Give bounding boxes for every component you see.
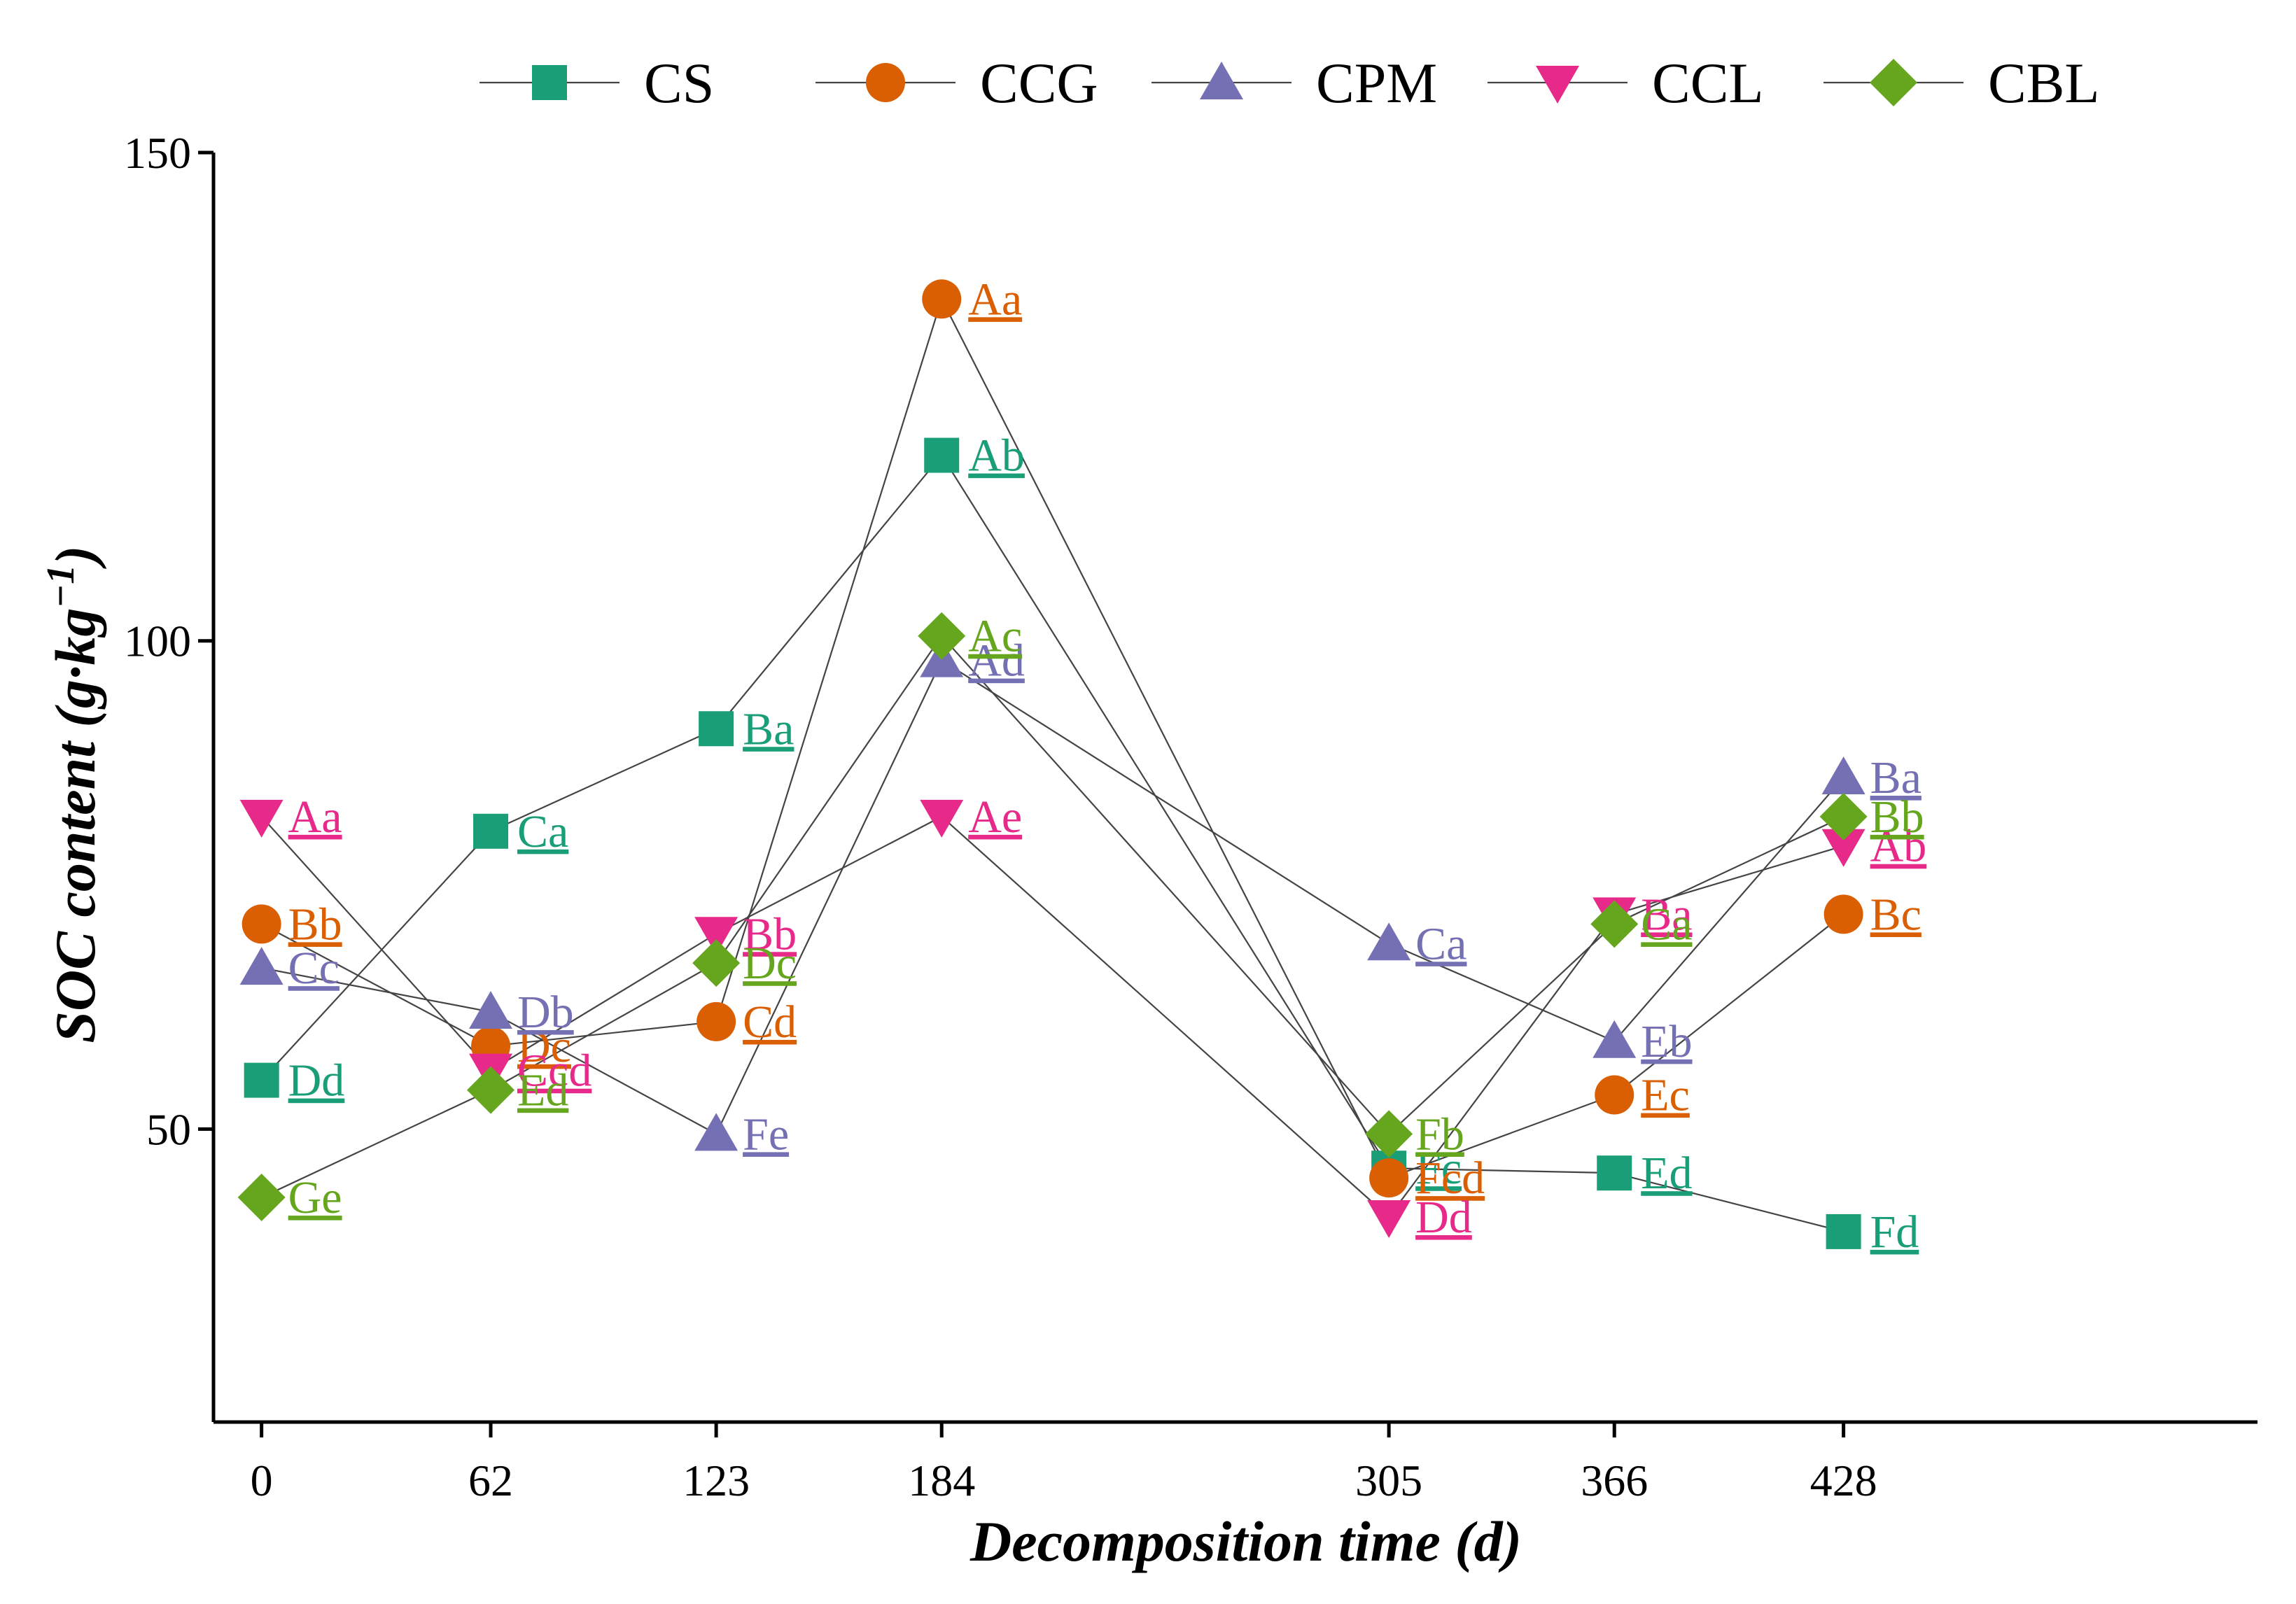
point-label-cpm: Cc	[288, 943, 340, 994]
point-label-cs: Dd	[288, 1055, 345, 1106]
point-label-ccl: Ccd	[517, 1046, 592, 1097]
series-markers	[237, 279, 1868, 1249]
point-label-ccl: Ae	[968, 792, 1022, 843]
point-label-ccg: Dc	[517, 1021, 571, 1072]
point-label-cpm: Db	[517, 987, 574, 1038]
x-tick-label: 0	[251, 1456, 273, 1505]
x-tick-label: 366	[1581, 1456, 1648, 1505]
point-label-cs: Ba	[743, 703, 794, 754]
point-label-cbl: Fb	[1415, 1109, 1464, 1160]
point-label-cs: Ab	[968, 430, 1025, 481]
point-label-cpm: Ca	[1415, 918, 1466, 969]
point-label-ccg: Ec	[1641, 1070, 1690, 1121]
data-point-cpm	[239, 947, 284, 985]
point-label-ccg: Bb	[288, 899, 342, 950]
point-label-ccg: Fcd	[1415, 1153, 1485, 1204]
point-label-ccl: Dd	[1415, 1192, 1472, 1243]
x-axis-title: Decomposition time (d)	[969, 1510, 1522, 1573]
point-label-cpm: Ad	[968, 635, 1025, 687]
point-label-ccl: Ab	[1870, 821, 1927, 872]
point-label-cbl: Ca	[1641, 899, 1692, 950]
data-point-cbl	[237, 1174, 286, 1222]
point-label-cs: Ed	[1641, 1148, 1692, 1199]
y-axis-title-main: SOC content (g·kg	[43, 608, 107, 1043]
data-point-cbl	[1819, 792, 1868, 840]
point-label-cbl: Dc	[743, 938, 797, 989]
point-label-cs: Fd	[1870, 1206, 1919, 1258]
legend-label-ccl: CCL	[1652, 51, 1763, 115]
data-point-cpm	[1821, 757, 1865, 795]
point-label-cpm: Eb	[1641, 1016, 1692, 1067]
data-point-ccl	[1821, 829, 1865, 867]
legend-label-ccg: CCG	[980, 51, 1098, 115]
data-point-ccg	[1369, 1158, 1409, 1198]
data-point-cs	[924, 437, 960, 473]
data-point-ccl	[920, 799, 964, 838]
point-label-cpm: Fe	[743, 1109, 789, 1160]
point-label-cbl: Ge	[288, 1172, 342, 1223]
data-point-cbl	[1590, 900, 1639, 948]
data-point-cbl	[1365, 1110, 1413, 1158]
data-point-cbl	[467, 1066, 515, 1114]
y-axis-title-superscript: −1	[39, 565, 83, 608]
data-point-cs	[1826, 1213, 1861, 1249]
data-point-ccg	[241, 904, 281, 944]
point-label-cbl: Ed	[517, 1065, 568, 1116]
x-tick-label: 123	[682, 1456, 750, 1505]
legend: CS CCG CPM CCL CBL	[479, 51, 2099, 115]
data-point-cbl	[692, 939, 741, 987]
y-tick-label: 100	[124, 617, 191, 666]
legend-label-cpm: CPM	[1316, 51, 1437, 115]
data-point-cs	[244, 1062, 279, 1098]
point-label-ccl: Aa	[288, 792, 342, 843]
data-point-ccg	[922, 279, 962, 319]
legend-marker-ccg	[866, 63, 905, 102]
point-label-cbl: Ac	[968, 611, 1022, 662]
point-label-ccl: Ba	[1641, 889, 1692, 940]
x-tick-label: 428	[1810, 1456, 1877, 1505]
axes: 50 100 150 0 62 123 184 305 366 428	[124, 128, 2258, 1505]
point-label-ccg: Aa	[968, 274, 1022, 325]
data-point-cs	[699, 711, 734, 747]
data-point-cpm	[469, 990, 513, 1029]
data-point-cs	[1597, 1155, 1632, 1191]
point-label-ccg: Bc	[1870, 889, 1921, 940]
point-label-ccl: Bb	[743, 908, 797, 959]
x-tick-label: 184	[908, 1456, 975, 1505]
data-point-ccl	[239, 799, 284, 838]
legend-marker-cpm	[1200, 62, 1243, 99]
data-point-cpm	[1592, 1020, 1637, 1058]
data-point-ccg	[1823, 894, 1863, 934]
legend-marker-cs	[532, 65, 567, 100]
point-label-ccg: Cd	[743, 997, 797, 1048]
y-tick-label: 150	[124, 128, 191, 178]
data-point-cpm	[1367, 922, 1411, 961]
data-point-ccg	[696, 1001, 736, 1041]
data-point-cpm	[694, 1113, 738, 1151]
y-axis-title: SOC content (g·kg−1)	[39, 545, 107, 1043]
data-point-cs	[473, 813, 509, 849]
data-point-cbl	[918, 612, 966, 660]
legend-label-cbl: CBL	[1988, 51, 2099, 115]
y-tick-label: 50	[146, 1104, 191, 1154]
data-point-ccl	[694, 917, 738, 955]
x-tick-label: 305	[1355, 1456, 1422, 1505]
legend-label-cs: CS	[644, 51, 714, 115]
point-label-cpm: Ba	[1870, 752, 1921, 803]
point-label-cs: Ca	[517, 806, 568, 857]
point-label-cbl: Bb	[1870, 792, 1924, 843]
x-tick-label: 62	[468, 1456, 513, 1505]
legend-marker-ccl	[1536, 66, 1579, 104]
data-point-ccg	[1595, 1075, 1634, 1115]
point-label-cs: Fc	[1415, 1143, 1462, 1194]
data-point-ccl	[1367, 1200, 1411, 1238]
legend-marker-cbl	[1870, 59, 1917, 106]
